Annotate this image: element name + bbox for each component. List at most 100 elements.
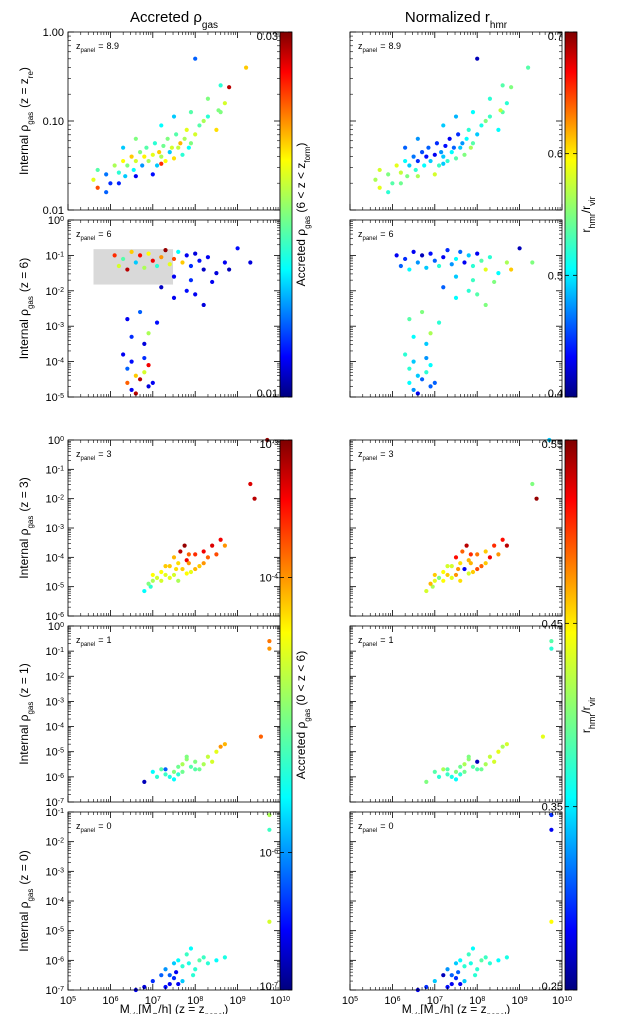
y-axis-label: Internal ρgas(z = 3) bbox=[17, 477, 35, 578]
scatter-point bbox=[180, 152, 185, 157]
scatter-point bbox=[167, 575, 172, 580]
scatter-point bbox=[432, 572, 437, 578]
scatter-point bbox=[445, 572, 450, 578]
scatter-point bbox=[214, 127, 219, 132]
scatter-point bbox=[267, 919, 272, 924]
y-tick-label: 10-3 bbox=[46, 523, 65, 535]
scatter-point bbox=[159, 569, 164, 575]
y-tick-label: 0.01 bbox=[43, 205, 64, 217]
scatter-point bbox=[193, 552, 198, 557]
scatter-point bbox=[466, 754, 471, 759]
scatter-point bbox=[432, 152, 437, 157]
y-tick-label: 10-2 bbox=[46, 494, 65, 506]
scatter-point bbox=[201, 302, 206, 308]
scatter-point bbox=[456, 566, 461, 572]
scatter-point bbox=[428, 363, 433, 368]
scatter-point bbox=[530, 481, 535, 487]
scatter-point bbox=[475, 251, 480, 256]
scatter-point bbox=[453, 274, 459, 279]
scatter-point bbox=[216, 108, 221, 113]
scatter-point bbox=[419, 377, 425, 382]
scatter-point bbox=[184, 952, 189, 957]
y-axis-label: Internal ρgas(z = zre) bbox=[17, 67, 35, 175]
scatter-point bbox=[131, 167, 136, 173]
colorbar-label: Accreted ρgas (0 < z < 6) bbox=[294, 651, 312, 779]
scatter-point bbox=[137, 377, 143, 382]
scatter-point bbox=[267, 638, 272, 644]
scatter-point bbox=[445, 158, 450, 164]
scatter-point bbox=[453, 156, 459, 161]
scatter-point bbox=[174, 132, 179, 137]
scatter-point bbox=[201, 118, 206, 124]
x-tick-label: 106 bbox=[384, 995, 400, 1007]
scatter-point bbox=[125, 366, 130, 371]
scatter-point bbox=[146, 251, 151, 256]
scatter-point bbox=[137, 309, 143, 315]
y-tick-label: 10-1 bbox=[46, 807, 65, 819]
scatter-point bbox=[441, 123, 446, 128]
scatter-point bbox=[411, 334, 416, 339]
scatter-point bbox=[178, 141, 183, 146]
scatter-point bbox=[159, 255, 164, 260]
scatter-point bbox=[436, 263, 442, 269]
plot-panel-bg bbox=[350, 440, 562, 616]
scatter-point bbox=[176, 145, 181, 150]
colorbar-tick-label: 0.5 bbox=[548, 270, 563, 282]
scatter-point bbox=[197, 258, 202, 263]
scatter-point bbox=[403, 158, 408, 164]
scatter-point bbox=[428, 581, 433, 586]
scatter-point bbox=[415, 373, 420, 378]
scatter-point bbox=[422, 163, 427, 168]
scatter-point bbox=[197, 958, 202, 963]
plot-panel-bg bbox=[68, 220, 280, 397]
scatter-point bbox=[188, 946, 194, 951]
scatter-point bbox=[500, 537, 505, 542]
scatter-point bbox=[496, 958, 501, 963]
scatter-point bbox=[167, 973, 172, 978]
scatter-point bbox=[487, 961, 493, 966]
scatter-point bbox=[468, 961, 473, 966]
x-tick-label: 109 bbox=[230, 995, 246, 1007]
scatter-point bbox=[466, 253, 471, 258]
panel-label: zpanel = 1 bbox=[76, 635, 111, 648]
scatter-point bbox=[142, 265, 147, 270]
scatter-point bbox=[180, 260, 185, 265]
scatter-point bbox=[133, 136, 138, 141]
scatter-point bbox=[430, 584, 435, 589]
scatter-point bbox=[150, 172, 155, 177]
scatter-point bbox=[184, 288, 189, 293]
scatter-point bbox=[104, 190, 109, 195]
scatter-point bbox=[171, 156, 177, 161]
scatter-point bbox=[424, 154, 429, 159]
scatter-point bbox=[460, 141, 465, 146]
scatter-point bbox=[424, 779, 429, 784]
y-axis-label: Internal ρgas(z = 0) bbox=[17, 850, 35, 951]
scatter-point bbox=[407, 267, 412, 272]
scatter-point bbox=[415, 260, 420, 265]
scatter-point bbox=[174, 970, 179, 975]
scatter-point bbox=[464, 136, 469, 141]
scatter-point bbox=[171, 256, 177, 262]
scatter-point bbox=[411, 249, 416, 254]
x-tick-label: 108 bbox=[187, 995, 203, 1007]
scatter-point bbox=[475, 552, 480, 557]
scatter-point bbox=[458, 578, 463, 583]
scatter-point bbox=[248, 260, 253, 265]
scatter-point bbox=[167, 262, 172, 267]
scatter-point bbox=[411, 154, 416, 159]
colorbar-tick-label: 0.6 bbox=[548, 149, 563, 161]
colorbar-tick-label: 0.55 bbox=[542, 439, 563, 451]
x-tick-label: 106 bbox=[102, 995, 118, 1007]
scatter-point bbox=[483, 118, 488, 124]
scatter-point bbox=[125, 163, 130, 168]
scatter-point bbox=[462, 152, 467, 157]
colorbar-tick-label: 0.03 bbox=[257, 31, 278, 43]
scatter-point bbox=[373, 177, 378, 182]
scatter-point bbox=[148, 584, 153, 589]
scatter-point bbox=[222, 101, 227, 106]
scatter-point bbox=[150, 380, 155, 385]
scatter-point bbox=[415, 158, 420, 164]
scatter-point bbox=[443, 143, 448, 149]
scatter-point bbox=[456, 970, 461, 975]
scatter-point bbox=[432, 769, 437, 774]
